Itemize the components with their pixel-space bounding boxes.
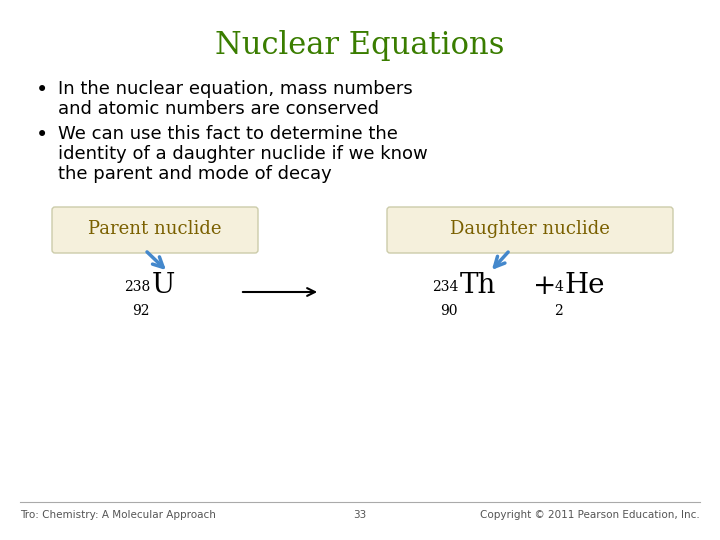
Text: 2: 2 xyxy=(554,304,563,318)
FancyBboxPatch shape xyxy=(52,207,258,253)
Text: 4: 4 xyxy=(554,280,563,294)
Text: 33: 33 xyxy=(354,510,366,520)
Text: •: • xyxy=(36,125,48,145)
Text: 92: 92 xyxy=(132,304,150,318)
Text: Th: Th xyxy=(460,272,496,299)
Text: We can use this fact to determine the: We can use this fact to determine the xyxy=(58,125,398,143)
FancyBboxPatch shape xyxy=(387,207,673,253)
Text: •: • xyxy=(36,80,48,100)
Text: identity of a daughter nuclide if we know: identity of a daughter nuclide if we kno… xyxy=(58,145,428,163)
Text: and atomic numbers are conserved: and atomic numbers are conserved xyxy=(58,100,379,118)
Text: 238: 238 xyxy=(124,280,150,294)
Text: Daughter nuclide: Daughter nuclide xyxy=(450,220,610,238)
Text: Tro: Chemistry: A Molecular Approach: Tro: Chemistry: A Molecular Approach xyxy=(20,510,216,520)
Text: Copyright © 2011 Pearson Education, Inc.: Copyright © 2011 Pearson Education, Inc. xyxy=(480,510,700,520)
Text: U: U xyxy=(152,272,176,299)
Text: He: He xyxy=(565,272,606,299)
Text: 90: 90 xyxy=(441,304,458,318)
Text: In the nuclear equation, mass numbers: In the nuclear equation, mass numbers xyxy=(58,80,413,98)
Text: Nuclear Equations: Nuclear Equations xyxy=(215,30,505,61)
Text: 234: 234 xyxy=(431,280,458,294)
Text: Parent nuclide: Parent nuclide xyxy=(89,220,222,238)
Text: +: + xyxy=(534,273,557,300)
Text: the parent and mode of decay: the parent and mode of decay xyxy=(58,165,332,183)
